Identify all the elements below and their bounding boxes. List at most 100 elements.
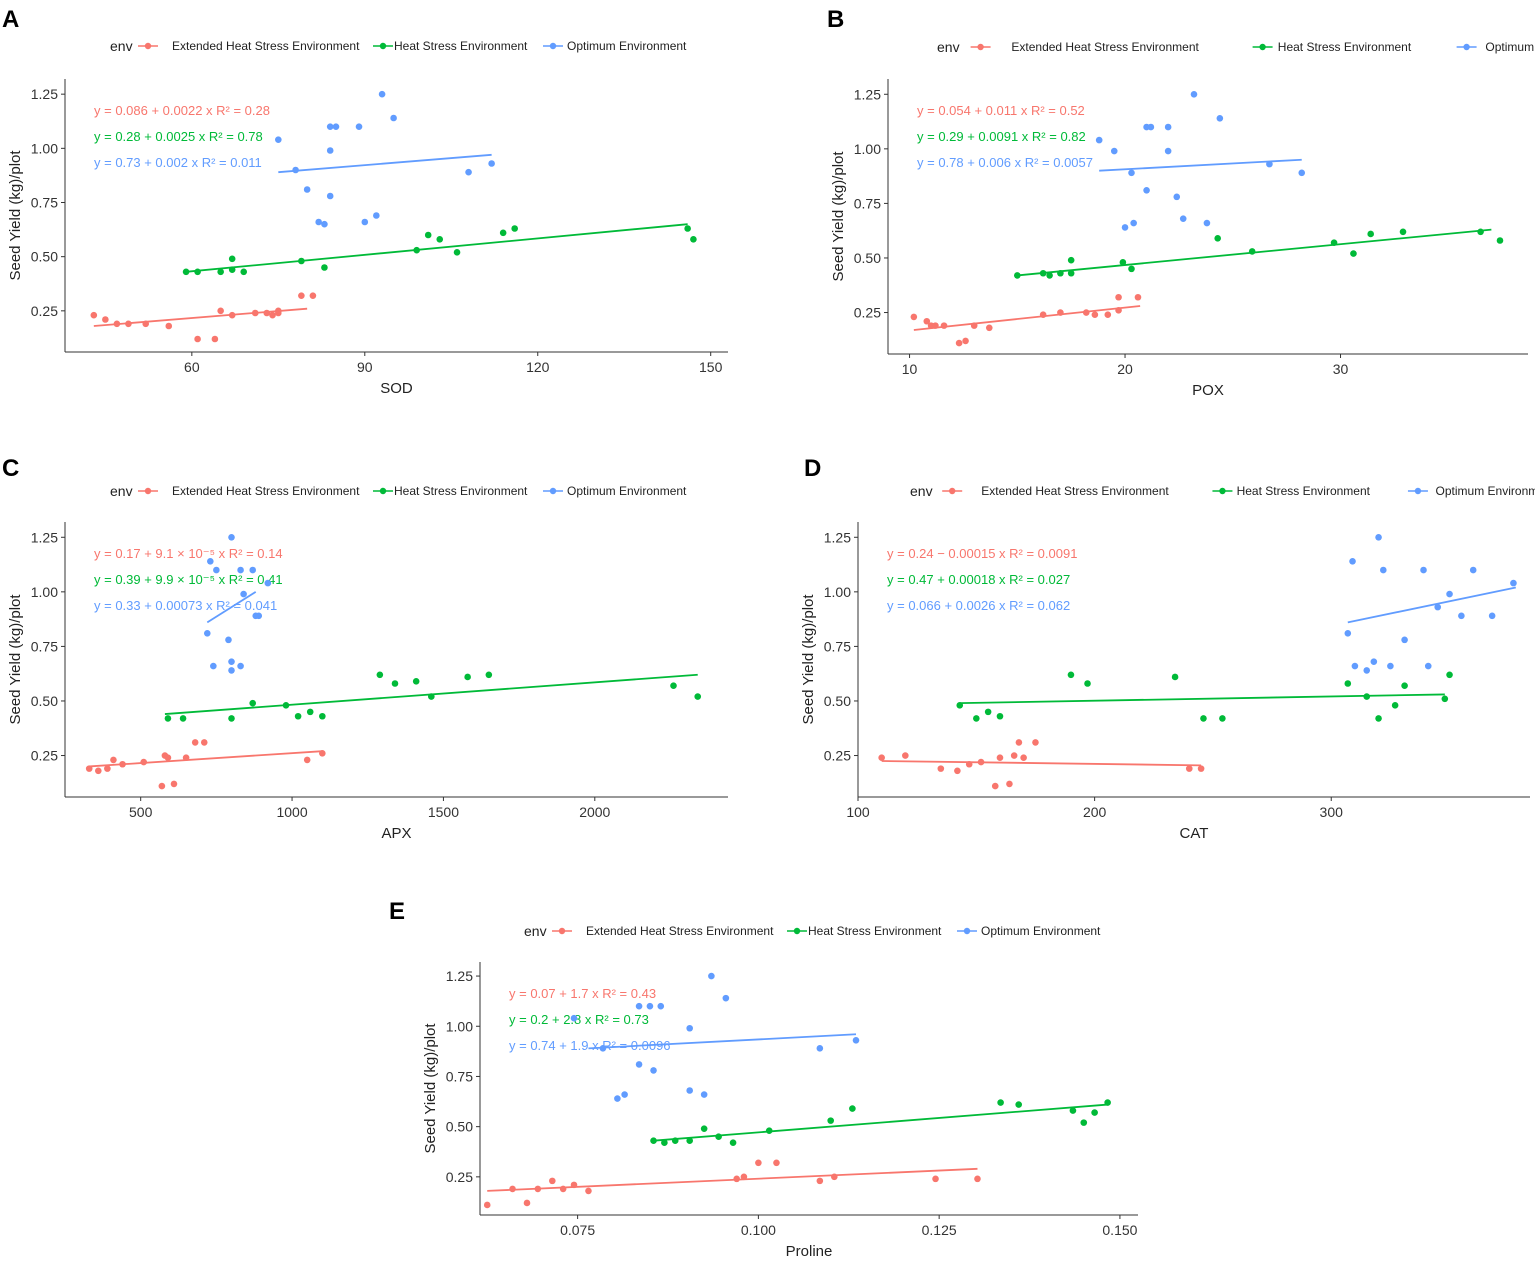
data-point (237, 566, 244, 574)
data-point (1350, 250, 1357, 257)
data-point (269, 311, 276, 319)
data-point (996, 754, 1004, 762)
data-point (991, 782, 999, 790)
fit-line (1347, 586, 1516, 624)
data-point (646, 1002, 654, 1010)
x-tick-label: 2000 (579, 804, 610, 820)
legend-key-point (549, 42, 557, 50)
data-point (650, 1137, 657, 1145)
regression-equation: y = 0.39 + 9.9 × 10⁻⁵ x R² = 0.41 (94, 572, 283, 587)
y-tick-label: 1.00 (446, 1018, 473, 1034)
data-point (996, 712, 1004, 720)
y-tick-label: 0.25 (31, 303, 58, 319)
data-point (194, 335, 201, 343)
data-point (773, 1159, 780, 1167)
data-point (1032, 739, 1039, 746)
data-point (1200, 715, 1207, 722)
regression-equation: y = 0.24 − 0.00015 x R² = 0.0091 (887, 546, 1077, 561)
regression-equation: y = 0.78 + 0.006 x R² = 0.0057 (917, 155, 1093, 170)
data-point (298, 257, 305, 265)
data-point (1084, 680, 1091, 687)
data-point (1119, 259, 1127, 266)
y-tick-label: 1.00 (824, 584, 851, 600)
data-point (1370, 658, 1378, 665)
x-tick-label: 0.100 (741, 1222, 776, 1238)
x-tick-label: 500 (129, 804, 153, 820)
x-tick-label: 20 (1117, 361, 1133, 377)
data-point (1015, 1101, 1022, 1108)
legend-entry-label: Optimum Environment (567, 484, 687, 498)
data-point (1173, 193, 1181, 201)
data-point (984, 708, 992, 716)
data-point (956, 702, 964, 709)
legend-entry-label: Heat Stress Environment (1278, 40, 1412, 54)
data-point (228, 255, 236, 263)
panel-letter: D (804, 455, 821, 482)
data-point (1351, 662, 1359, 670)
legend-entry-label: Optimum Environment (1436, 484, 1535, 498)
data-point (511, 225, 518, 232)
data-point (827, 1117, 834, 1124)
data-point (1266, 160, 1273, 168)
data-point (1046, 272, 1053, 279)
data-point (955, 339, 963, 347)
data-point (765, 1127, 773, 1134)
legend: env Extended Heat Stress Environment Heat … (910, 483, 1535, 499)
data-point (413, 246, 420, 254)
data-point (95, 767, 102, 775)
x-tick-label: 0.125 (922, 1222, 957, 1238)
legend-entry-label: Heat Stress Environment (1237, 484, 1371, 498)
data-point (954, 767, 961, 775)
panel-letter: C (2, 455, 19, 482)
data-point (240, 590, 247, 598)
data-point (282, 702, 290, 709)
data-point (203, 630, 211, 637)
fit-line (185, 223, 688, 273)
fit-line (278, 153, 492, 174)
regression-equation: y = 0.07 + 1.7 x R² = 0.43 (509, 986, 656, 1001)
regression-equation: y = 0.086 + 0.0022 x R² = 0.28 (94, 103, 270, 118)
data-point (970, 322, 978, 329)
data-point (715, 1133, 722, 1140)
data-point (1298, 169, 1306, 177)
fit-line (881, 760, 1202, 767)
data-point (321, 264, 328, 271)
data-point (1020, 754, 1027, 762)
y-tick-label: 0.50 (31, 249, 58, 265)
data-point (1510, 579, 1517, 587)
fit-line (959, 693, 1445, 705)
y-tick-label: 0.50 (824, 693, 851, 709)
x-tick-label: 90 (357, 359, 373, 375)
data-point (974, 1175, 981, 1183)
data-point (228, 311, 236, 319)
data-point (816, 1177, 824, 1185)
data-point (1458, 612, 1465, 620)
data-point (228, 667, 235, 674)
y-axis-title: Seed Yield (kg)/plot (422, 1023, 439, 1154)
data-point (361, 218, 369, 226)
data-point (179, 715, 187, 722)
data-point (690, 236, 697, 243)
data-point (1143, 187, 1150, 194)
y-axis-title: Seed Yield (kg)/plot (7, 150, 24, 281)
regression-equation: y = 0.054 + 0.011 x R² = 0.52 (917, 103, 1085, 118)
legend-key-point (977, 43, 984, 51)
data-point (90, 311, 98, 319)
data-point (708, 972, 715, 980)
legend-title: env (524, 923, 547, 939)
data-point (1130, 219, 1137, 227)
legend: env Extended Heat Stress Environment Heat … (524, 923, 1101, 939)
legend-entry-label: Extended Heat Stress Environment (172, 39, 360, 53)
legend-title: env (110, 483, 133, 499)
data-point (391, 680, 399, 687)
data-point (165, 322, 173, 330)
data-point (1375, 715, 1382, 722)
data-point (849, 1105, 856, 1112)
data-point (1496, 237, 1504, 244)
data-point (485, 671, 493, 679)
data-point (428, 693, 435, 700)
regression-equation: y = 0.066 + 0.0026 x R² = 0.062 (887, 598, 1070, 613)
y-tick-label: 1.00 (854, 141, 881, 157)
legend-entry-label: Optimum Environment (981, 924, 1101, 938)
x-tick-label: 0.075 (560, 1222, 595, 1238)
